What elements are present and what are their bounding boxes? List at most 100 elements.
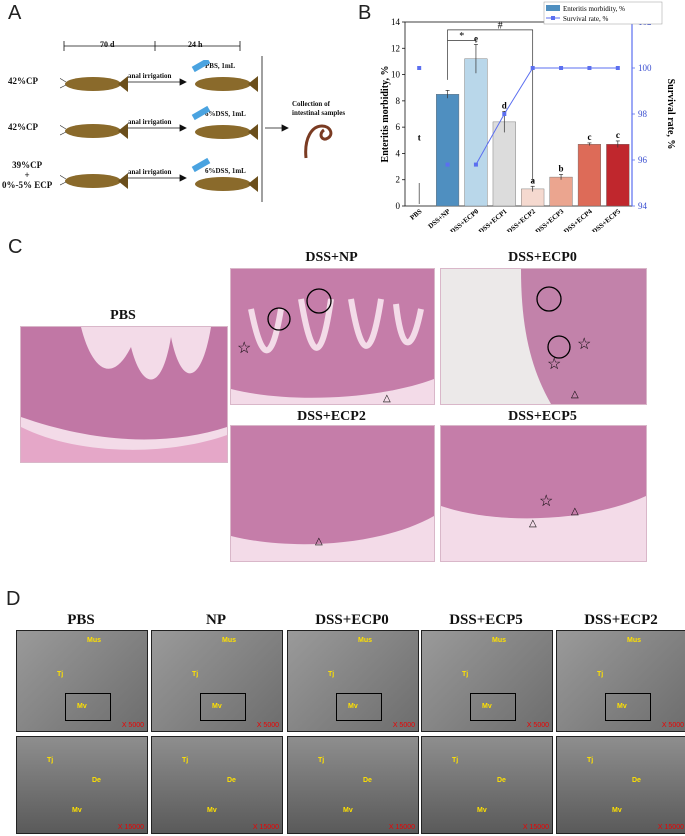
y2-tick-label: 94: [638, 201, 648, 211]
significance-letter: e: [474, 33, 478, 43]
survival-point: [615, 66, 620, 70]
survival-point: [502, 112, 507, 116]
em-structure-label: Tj: [57, 671, 64, 678]
zoom-region-box: [470, 693, 516, 721]
x-tick-label: PBS: [408, 207, 423, 221]
y-tick-label: 6: [396, 122, 401, 132]
x-tick-label: DSS+ECP5: [591, 207, 623, 232]
survival-point: [530, 66, 535, 70]
morbidity-survival-chart: 02468101214949698100102Enteritis morbidi…: [380, 1, 676, 232]
x-tick-label: DSS+ECP4: [562, 207, 594, 232]
em-structure-label: Tj: [328, 671, 335, 678]
time-label-70d: 70 d: [100, 40, 115, 49]
group-2-diet: 42%CP: [8, 122, 38, 132]
magnification-label: X 15000: [117, 824, 144, 831]
y-tick-label: 0: [396, 201, 401, 211]
significance-letter: c: [587, 132, 591, 142]
bar-dss-ecp5: [606, 144, 630, 207]
zoom-region-box: [200, 693, 246, 721]
legend-label-survival: Survival rate, %: [563, 15, 608, 23]
y-tick-label: 10: [391, 70, 401, 80]
em-structure-label: Mv: [482, 703, 492, 710]
svg-text:☆: ☆: [237, 340, 251, 357]
em-image-low-4: X 5000 Mus Tj Mv: [556, 630, 685, 732]
bar-dss-np: [436, 94, 460, 207]
panel-letter-d: D: [6, 588, 21, 610]
histo-title-ecp5: DSS+ECP5: [508, 409, 577, 424]
zoom-region-box: [605, 693, 651, 721]
group-3-diet: 39%CP + 0%-5% ECP: [2, 160, 53, 190]
significance-letter: t: [418, 132, 421, 142]
em-title-dss-ecp2: DSS+ECP2: [584, 612, 658, 628]
magnification-label: X 5000: [526, 722, 549, 729]
significance-letter: c: [616, 130, 620, 140]
em-image-high-1: X 15000 Tj De Mv: [151, 736, 283, 834]
zoom-region-box: [65, 693, 111, 721]
em-structure-label: Mv: [207, 807, 217, 814]
em-image-high-4: X 15000 Tj De Mv: [556, 736, 685, 834]
em-image-low-3: X 5000 Mus Tj Mv: [421, 630, 553, 732]
em-structure-label: Mus: [87, 637, 101, 644]
catfish-illustrations: [60, 76, 128, 189]
magnification-label: X 15000: [252, 824, 279, 831]
bracket-star: [447, 40, 477, 80]
em-title-dss-ecp0: DSS+ECP0: [315, 612, 389, 628]
em-image-high-2: X 15000 Tj De Mv: [287, 736, 419, 834]
em-structure-label: Mv: [77, 703, 87, 710]
svg-text:△: △: [383, 393, 391, 404]
svg-text:△: △: [315, 536, 323, 547]
em-image-low-0: X 5000 Mus Tj Mv: [16, 630, 148, 732]
magnification-label: X 15000: [657, 824, 684, 831]
svg-text:☆: ☆: [547, 356, 561, 373]
x-tick-label: DSS+ECP3: [534, 207, 566, 232]
group-1-dose: PBS, 1mL: [205, 62, 236, 70]
zoom-region-box: [336, 693, 382, 721]
y2-tick-label: 98: [638, 109, 648, 119]
em-image-low-1: X 5000 Mus Tj Mv: [151, 630, 283, 732]
em-structure-label: De: [632, 777, 641, 784]
legend-swatch-bar: [546, 5, 560, 11]
em-structure-label: Mus: [492, 637, 506, 644]
em-structure-label: Tj: [47, 757, 54, 764]
em-structure-label: Mv: [212, 703, 222, 710]
em-structure-label: Mv: [348, 703, 358, 710]
group-3-dose: 6%DSS, 1mL: [205, 167, 246, 175]
survival-point: [445, 162, 450, 167]
y-tick-label: 4: [396, 148, 401, 158]
bar-dss-ecp1: [492, 121, 516, 207]
bar-dss-ecp0: [464, 58, 488, 207]
y-tick-label: 8: [396, 96, 401, 106]
svg-text:☆: ☆: [577, 336, 591, 353]
time-label-24h: 24 h: [188, 40, 203, 49]
em-title-np: NP: [206, 612, 226, 628]
histo-title-ecp2: DSS+ECP2: [297, 409, 366, 424]
svg-text:☆: ☆: [539, 493, 553, 510]
magnification-label: X 15000: [388, 824, 415, 831]
em-structure-label: Mus: [358, 637, 372, 644]
x-tick-label: DSS+ECP1: [477, 207, 509, 232]
legend-box: [543, 1, 663, 25]
survival-point: [587, 66, 592, 70]
histology-image-ecp0: ☆ ☆ △: [440, 268, 647, 405]
histology-image-np: ☆ △: [230, 268, 435, 405]
group-2-action: anal irrigation: [128, 118, 172, 126]
em-image-high-3: X 15000 Tj De Mv: [421, 736, 553, 834]
intestine-sample-illustration: [304, 124, 333, 159]
em-structure-label: Tj: [597, 671, 604, 678]
panel-letter-c: C: [8, 236, 23, 258]
magnification-label: X 5000: [661, 722, 684, 729]
histology-image-pbs: [20, 326, 228, 463]
svg-text:△: △: [529, 518, 537, 529]
histo-title-ecp0: DSS+ECP0: [508, 250, 577, 265]
panel-letter-a: A: [8, 2, 22, 24]
group-1-diet: 42%CP: [8, 76, 38, 86]
em-structure-label: Mus: [627, 637, 641, 644]
em-structure-label: Mv: [612, 807, 622, 814]
histology-image-ecp2: △: [230, 425, 435, 562]
em-structure-label: Tj: [192, 671, 199, 678]
histo-title-np: DSS+NP: [305, 250, 358, 265]
panel-a-timeline: [63, 41, 289, 202]
y2-tick-label: 96: [638, 155, 648, 165]
y-tick-label: 12: [391, 43, 400, 53]
significance-letter: d: [502, 100, 507, 110]
